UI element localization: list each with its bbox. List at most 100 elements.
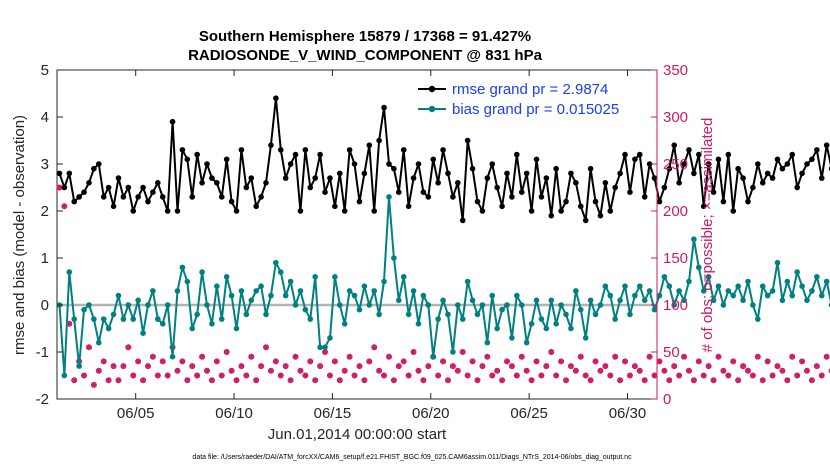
obs-assimilated-point xyxy=(750,372,756,379)
obs-assimilated-point xyxy=(578,354,584,360)
rmse-point xyxy=(135,194,141,200)
rmse-point xyxy=(745,198,751,205)
rmse-point xyxy=(764,170,771,177)
bias-point xyxy=(61,372,68,379)
obs-assimilated-point xyxy=(415,368,422,374)
bias-point xyxy=(641,297,648,304)
rmse-point xyxy=(794,184,800,191)
legend: rmse grand pr = 2.9874 bias grand pr = 0… xyxy=(418,81,619,118)
rmse-point xyxy=(474,198,481,205)
obs-assimilated-point xyxy=(327,372,333,379)
obs-assimilated-point xyxy=(558,358,564,364)
obs-assimilated-point xyxy=(725,372,731,379)
rmse-point xyxy=(435,180,441,186)
rmse-point xyxy=(96,161,102,167)
bias-point xyxy=(135,297,141,304)
bias-point xyxy=(410,288,417,294)
obs-assimilated-point xyxy=(568,363,574,369)
bias-point xyxy=(745,278,751,285)
rmse-point xyxy=(818,175,825,181)
bias-point xyxy=(396,297,402,304)
bias-point xyxy=(430,353,437,360)
obs-assimilated-point xyxy=(686,368,692,374)
bias-point xyxy=(179,264,186,271)
y-tick-label: 4 xyxy=(41,109,49,126)
rmse-point xyxy=(804,161,810,167)
bias-point xyxy=(632,292,638,299)
bias-point xyxy=(415,321,422,327)
bias-point xyxy=(676,288,682,294)
bias-point xyxy=(558,302,564,308)
obs-assimilated-point xyxy=(474,377,481,383)
rmse-point xyxy=(164,208,171,214)
bias-point xyxy=(386,194,392,200)
bias-point xyxy=(764,292,771,299)
x-tick-label: 06/30 xyxy=(609,405,647,422)
bias-point xyxy=(691,236,697,242)
bias-point xyxy=(651,306,658,313)
legend-bias-label: bias grand pr = 0.015025 xyxy=(452,101,619,118)
rmse-point xyxy=(558,208,564,214)
bias-point xyxy=(646,288,653,294)
rmse-point xyxy=(523,170,530,177)
obs-assimilated-point xyxy=(814,363,820,369)
obs-assimilated-point xyxy=(809,377,815,383)
bias-point xyxy=(494,325,500,332)
bias-point xyxy=(336,302,343,308)
bias-point xyxy=(189,325,196,332)
bias-point xyxy=(169,353,176,360)
rmse-point xyxy=(327,175,333,181)
obs-assimilated-point xyxy=(86,344,92,350)
obs-assimilated-point xyxy=(538,372,545,379)
rmse-point xyxy=(450,194,456,200)
rmse-point xyxy=(268,142,274,148)
bias-point xyxy=(715,283,722,290)
rmse-point xyxy=(184,156,191,163)
rmse-point xyxy=(696,151,702,158)
rmse-point xyxy=(243,184,250,191)
rmse-point xyxy=(189,194,196,200)
rmse-point xyxy=(199,180,205,186)
obs-assimilated-point xyxy=(440,358,446,364)
obs-count-layer xyxy=(56,184,830,388)
rmse-point xyxy=(405,203,412,210)
bias-point xyxy=(612,316,618,322)
rmse-point xyxy=(322,189,328,195)
rmse-point xyxy=(381,104,387,111)
bias-point xyxy=(243,311,250,318)
rmse-point xyxy=(681,161,687,167)
y-tick-label: 2 xyxy=(41,203,49,220)
y-right-tick-label: 50 xyxy=(663,344,680,361)
obs-assimilated-point xyxy=(71,377,77,383)
rmse-point xyxy=(346,147,353,153)
rmse-point xyxy=(725,151,732,158)
bias-point xyxy=(91,316,97,322)
obs-assimilated-point xyxy=(715,354,722,360)
bias-series xyxy=(56,194,830,379)
obs-assimilated-point xyxy=(307,358,313,364)
rmse-point xyxy=(125,184,132,191)
obs-assimilated-point xyxy=(819,372,825,379)
rmse-point xyxy=(617,170,623,177)
obs-assimilated-point xyxy=(779,368,786,374)
obs-assimilated-point xyxy=(204,368,210,374)
obs-assimilated-point xyxy=(494,368,500,374)
obs-assimilated-point xyxy=(533,358,540,364)
obs-assimilated-point xyxy=(489,372,495,379)
obs-assimilated-point xyxy=(381,372,387,379)
obs-assimilated-point xyxy=(573,368,579,374)
obs-assimilated-point xyxy=(617,377,623,383)
y-right-tick-label: 150 xyxy=(663,250,688,267)
bias-point xyxy=(96,339,102,346)
rmse-point xyxy=(150,189,156,195)
y-right-tick-label: 250 xyxy=(663,156,688,173)
obs-assimilated-point xyxy=(612,354,618,360)
y-right-tick-label: 350 xyxy=(663,62,688,79)
obs-assimilated-point xyxy=(479,363,486,369)
obs-assimilated-point xyxy=(681,354,687,360)
obs-assimilated-point xyxy=(514,372,520,379)
rmse-point xyxy=(120,194,127,200)
obs-assimilated-point xyxy=(637,368,643,374)
y-axis-right: 0 50 100 150 200 250 300 350 xyxy=(651,62,688,408)
bias-point xyxy=(740,297,746,304)
